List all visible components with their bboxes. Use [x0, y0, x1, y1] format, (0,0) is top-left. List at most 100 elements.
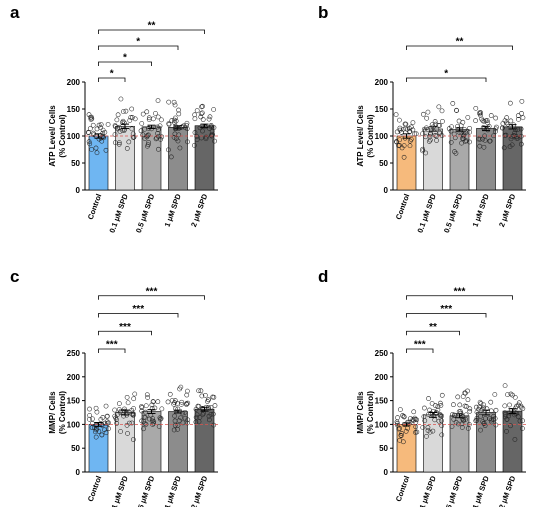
data-point [115, 412, 121, 417]
data-point [93, 427, 99, 433]
y-tick-label: 150 [67, 105, 81, 114]
data-point [439, 392, 445, 398]
data-point [200, 128, 205, 134]
data-point [173, 136, 179, 141]
data-point [449, 124, 454, 130]
y-tick-label: 100 [375, 420, 389, 429]
data-point [455, 421, 461, 427]
data-point [203, 124, 208, 130]
category-label: Control [394, 193, 412, 221]
data-point [502, 383, 508, 388]
significance-bracket [98, 295, 205, 300]
data-point [202, 392, 208, 398]
data-point [159, 406, 165, 412]
data-point [116, 407, 122, 412]
data-point [512, 394, 518, 400]
data-point [194, 412, 200, 418]
data-point [209, 133, 215, 139]
data-point [118, 96, 124, 102]
data-point [465, 388, 470, 394]
data-point [463, 138, 469, 144]
data-point [403, 428, 409, 434]
data-point [86, 130, 91, 136]
data-point [184, 120, 190, 126]
data-point [436, 104, 442, 110]
data-point [422, 405, 427, 411]
data-point [180, 420, 186, 426]
data-point [153, 136, 159, 142]
data-point [493, 422, 499, 428]
data-point [172, 413, 177, 419]
data-point [400, 413, 405, 418]
data-point [425, 109, 431, 115]
data-point [191, 143, 197, 148]
data-point [440, 118, 445, 124]
significance-bracket [98, 348, 126, 353]
data-point [89, 425, 95, 431]
category-label: 1 μM SPD [163, 474, 183, 507]
category-label: 0.1 μM SPD [415, 474, 438, 507]
data-point [424, 433, 429, 439]
data-point [425, 425, 431, 430]
data-point [87, 413, 93, 418]
data-point [459, 140, 464, 146]
significance-label: *** [440, 304, 452, 315]
data-point [158, 416, 164, 421]
data-point [102, 427, 107, 433]
panel-b: b 0 50 100 150 200 ATP Level/ Cells (% Control)… [318, 3, 526, 234]
data-point [102, 129, 108, 135]
data-point [402, 121, 408, 127]
data-point [427, 429, 433, 435]
data-point [505, 392, 510, 397]
data-point [473, 404, 479, 410]
data-point [397, 125, 403, 131]
data-point [478, 110, 484, 116]
data-point [477, 143, 483, 149]
data-point [112, 123, 118, 128]
data-point [478, 413, 483, 419]
data-point [99, 432, 105, 438]
data-point [129, 420, 135, 426]
data-point [198, 111, 204, 117]
data-point [465, 115, 471, 120]
data-point [112, 140, 118, 145]
data-point [426, 139, 432, 144]
data-point [488, 408, 494, 414]
data-point [435, 407, 441, 413]
y-axis-label: ATP Level/ Cells [356, 105, 365, 167]
category-label: 1 μM SPD [471, 474, 491, 507]
data-point [146, 140, 152, 145]
data-point [518, 141, 524, 147]
category-label: 0.1 μM SPD [107, 474, 130, 507]
data-point [430, 428, 436, 434]
bar [141, 411, 162, 473]
significance-label: *** [132, 304, 144, 315]
data-point [520, 426, 525, 431]
y-tick-label: 0 [384, 468, 389, 477]
data-point [437, 400, 443, 406]
data-point [467, 139, 472, 145]
data-point [487, 138, 493, 144]
data-point [396, 143, 401, 149]
y-axis-label: (% Control) [366, 391, 375, 434]
data-point [130, 437, 136, 442]
data-point [194, 137, 200, 142]
bar [168, 411, 188, 473]
data-point [150, 416, 156, 421]
y-tick-label: 150 [375, 397, 389, 406]
significance-bracket [406, 313, 487, 318]
data-point [169, 118, 175, 123]
data-point [171, 134, 177, 140]
data-point [139, 405, 145, 410]
data-point [420, 146, 426, 152]
y-tick-label: 250 [375, 349, 389, 358]
data-point [425, 127, 431, 132]
y-axis-label: (% Control) [58, 114, 67, 157]
data-point [457, 402, 463, 408]
data-point [463, 416, 468, 422]
data-point [420, 148, 425, 154]
data-point [206, 126, 212, 131]
data-point [167, 391, 173, 397]
data-point [112, 407, 118, 413]
data-point [198, 388, 204, 394]
